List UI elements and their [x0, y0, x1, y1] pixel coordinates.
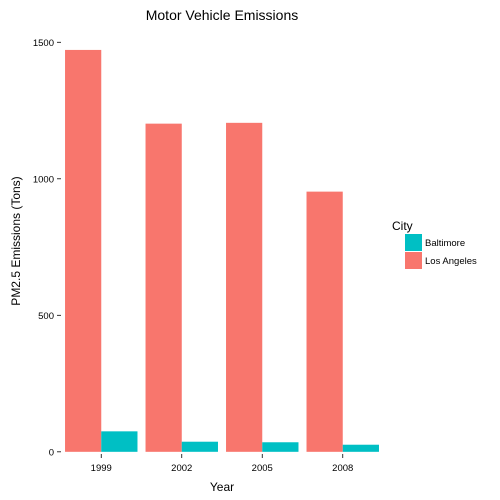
legend-label-baltimore: Baltimore: [425, 238, 465, 249]
bars: [65, 49, 379, 452]
x-tick-label-1999: 1999: [91, 463, 112, 474]
bar-los-angeles-2008: [306, 191, 343, 452]
x-axis-label: Year: [210, 480, 234, 494]
x-axis: 1999 2002 2005 2008: [91, 454, 353, 474]
legend: City Baltimore Los Angeles: [392, 219, 477, 269]
y-tick-label-0: 0: [49, 447, 54, 458]
y-tick-label-1000: 1000: [33, 174, 54, 185]
x-tick-label-2008: 2008: [332, 463, 353, 474]
legend-label-los-angeles: Los Angeles: [425, 256, 477, 267]
y-tick-label-500: 500: [38, 311, 54, 322]
y-tick-label-1500: 1500: [33, 38, 54, 49]
bar-los-angeles-1999: [65, 49, 102, 452]
bar-los-angeles-2002: [145, 123, 182, 452]
bar-los-angeles-2005: [226, 122, 263, 452]
y-axis: 0 500 1000 1500: [33, 38, 61, 458]
legend-swatch-los-angeles: [405, 252, 422, 269]
chart-title: Motor Vehicle Emissions: [146, 7, 299, 23]
bar-baltimore-2005: [262, 442, 299, 452]
legend-title: City: [392, 219, 413, 233]
x-tick-label-2005: 2005: [252, 463, 273, 474]
bar-baltimore-2008: [342, 444, 379, 452]
y-axis-label: PM2.5 Emissions (Tons): [9, 176, 23, 305]
legend-swatch-baltimore: [405, 234, 422, 251]
bar-baltimore-2002: [181, 441, 218, 452]
x-tick-label-2002: 2002: [171, 463, 192, 474]
bar-baltimore-1999: [101, 431, 138, 452]
